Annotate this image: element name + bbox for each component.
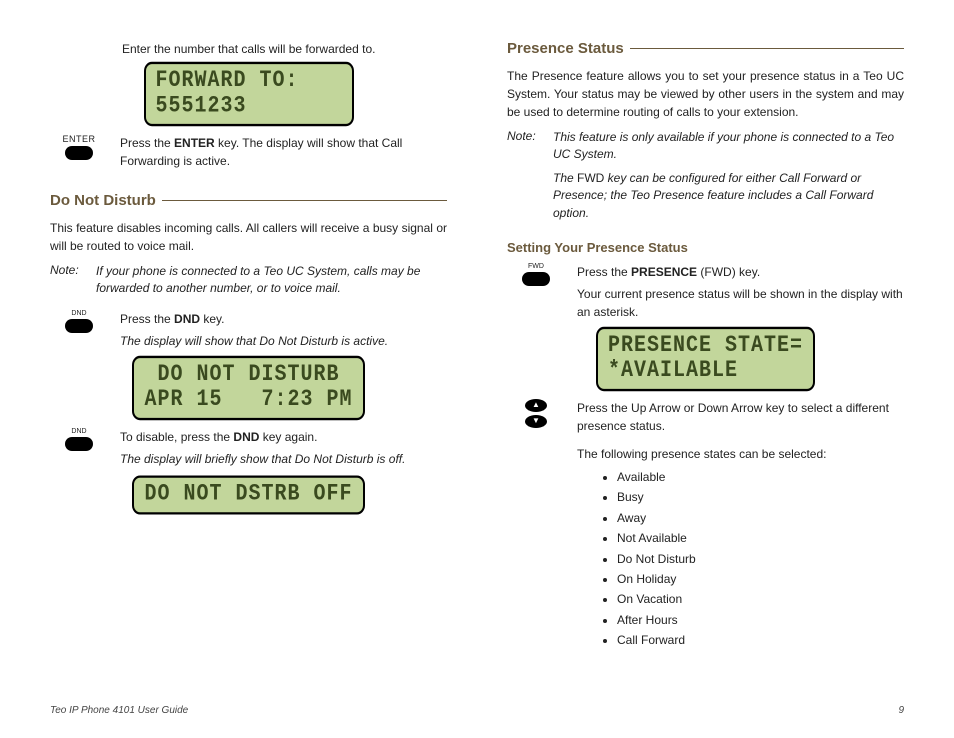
setting-presence-subheading: Setting Your Presence Status xyxy=(507,240,904,255)
bold-key-name: PRESENCE xyxy=(631,265,697,279)
presence-note: Note: This feature is only available if … xyxy=(507,129,904,228)
bold-key-name: DND xyxy=(233,430,259,444)
dnd-press-text: Press the DND key. The display will show… xyxy=(120,310,447,354)
presence-states-block: The following presence states can be sel… xyxy=(507,445,904,651)
fwd-key-pill-icon xyxy=(522,272,550,286)
note-label: Note: xyxy=(50,263,86,298)
text-fragment: key again. xyxy=(259,430,317,444)
dnd-press-instruction: DND Press the DND key. The display will … xyxy=(50,310,447,354)
list-item: Available xyxy=(617,467,904,487)
presence-description: The Presence feature allows you to set y… xyxy=(507,67,904,121)
presence-shown-text: Your current presence status will be sho… xyxy=(577,285,904,321)
arrow-keys-instruction: ▲ ▼ Press the Up Arrow or Down Arrow key… xyxy=(507,399,904,439)
up-arrow-icon: ▲ xyxy=(525,399,547,412)
dnd-note: Note: If your phone is connected to a Te… xyxy=(50,263,447,298)
dnd-disable-text: To disable, press the DND key again. The… xyxy=(120,428,447,472)
dnd-disable-instruction: DND To disable, press the DND key again.… xyxy=(50,428,447,472)
dnd-key-pill-icon xyxy=(65,319,93,333)
text-fragment: key. xyxy=(200,312,224,326)
lcd-dnd-off: DO NOT DSTRB OFF xyxy=(132,475,364,514)
list-item: Do Not Disturb xyxy=(617,549,904,569)
dnd-key-icon: DND xyxy=(50,428,108,451)
right-column: Presence Status The Presence feature all… xyxy=(507,40,904,656)
page-footer: Teo IP Phone 4101 User Guide 9 xyxy=(50,705,904,716)
heading-text: Do Not Disturb xyxy=(50,192,156,209)
bold-key-name: ENTER xyxy=(174,136,215,150)
enter-instruction-text: Press the ENTER key. The display will sh… xyxy=(120,134,447,174)
forward-intro-text: Enter the number that calls will be forw… xyxy=(50,40,447,58)
list-item: Busy xyxy=(617,487,904,507)
dnd-key-label: DND xyxy=(71,310,86,317)
enter-key-instruction: ENTER Press the ENTER key. The display w… xyxy=(50,134,447,174)
list-item: Call Forward xyxy=(617,630,904,650)
dnd-active-note: The display will show that Do Not Distur… xyxy=(120,332,447,350)
heading-rule xyxy=(162,200,447,201)
list-item: On Holiday xyxy=(617,569,904,589)
lcd-line-2: 5551233 xyxy=(156,94,342,119)
lcd-line-1: PRESENCE STATE= xyxy=(608,334,803,359)
dnd-off-note: The display will briefly show that Do No… xyxy=(120,450,447,468)
lcd-forward-to: FORWARD TO: 5551233 xyxy=(144,62,354,126)
down-arrow-icon: ▼ xyxy=(525,415,547,428)
text-fragment: To disable, press the xyxy=(120,430,233,444)
fwd-key-icon: FWD xyxy=(507,263,565,286)
left-column: Enter the number that calls will be forw… xyxy=(50,40,447,656)
lcd-line-2: *AVAILABLE xyxy=(608,359,803,384)
list-item: Not Available xyxy=(617,528,904,548)
text-content: Press the Up Arrow or Down Arrow key to … xyxy=(577,399,904,435)
up-down-arrows: ▲ ▼ xyxy=(525,399,547,428)
note-p1: This feature is only available if your p… xyxy=(553,129,904,164)
list-item: On Vacation xyxy=(617,589,904,609)
lcd-line-2: APR 15 7:23 PM xyxy=(144,388,352,413)
presence-press-text: Press the PRESENCE (FWD) key. Your curre… xyxy=(577,263,904,325)
note-p2: The FWD key can be configured for either… xyxy=(553,170,904,222)
text-fragment: The xyxy=(553,171,577,185)
text-fragment: Press the xyxy=(120,312,174,326)
dnd-key-label: DND xyxy=(71,428,86,435)
presence-press-instruction: FWD Press the PRESENCE (FWD) key. Your c… xyxy=(507,263,904,325)
lcd-presence-state: PRESENCE STATE= *AVAILABLE xyxy=(596,327,815,391)
note-body: If your phone is connected to a Teo UC S… xyxy=(96,263,447,298)
list-item: Away xyxy=(617,508,904,528)
heading-text: Presence Status xyxy=(507,40,624,57)
dnd-description: This feature disables incoming calls. Al… xyxy=(50,219,447,255)
lcd-line-1: FORWARD TO: xyxy=(156,69,342,94)
fwd-key-label: FWD xyxy=(528,263,544,270)
note-body: This feature is only available if your p… xyxy=(553,129,904,228)
dnd-key-pill-icon xyxy=(65,437,93,451)
two-column-layout: Enter the number that calls will be forw… xyxy=(50,40,904,656)
arrow-keys-text: Press the Up Arrow or Down Arrow key to … xyxy=(577,399,904,439)
footer-title: Teo IP Phone 4101 User Guide xyxy=(50,705,188,716)
states-intro: The following presence states can be sel… xyxy=(577,445,904,463)
fwd-key-name: FWD xyxy=(577,171,604,185)
lcd-line-1: DO NOT DSTRB OFF xyxy=(144,482,352,507)
note-label: Note: xyxy=(507,129,543,228)
text-fragment: Press the xyxy=(577,265,631,279)
dnd-section-heading: Do Not Disturb xyxy=(50,192,447,209)
presence-states-list: Available Busy Away Not Available Do Not… xyxy=(617,467,904,651)
presence-section-heading: Presence Status xyxy=(507,40,904,57)
lcd-dnd-active: DO NOT DISTURB APR 15 7:23 PM xyxy=(132,356,364,420)
enter-key-pill-icon xyxy=(65,146,93,160)
text-fragment: Press the xyxy=(120,136,174,150)
list-item: After Hours xyxy=(617,610,904,630)
page-number: 9 xyxy=(898,705,904,716)
enter-key-icon: ENTER xyxy=(50,134,108,160)
heading-rule xyxy=(630,48,904,49)
lcd-line-1: DO NOT DISTURB xyxy=(144,362,352,387)
dnd-key-icon: DND xyxy=(50,310,108,333)
arrow-keys-icon: ▲ ▼ xyxy=(507,399,565,428)
enter-key-label: ENTER xyxy=(62,134,95,144)
text-fragment: (FWD) key. xyxy=(697,265,760,279)
presence-states-text: The following presence states can be sel… xyxy=(577,445,904,651)
bold-key-name: DND xyxy=(174,312,200,326)
